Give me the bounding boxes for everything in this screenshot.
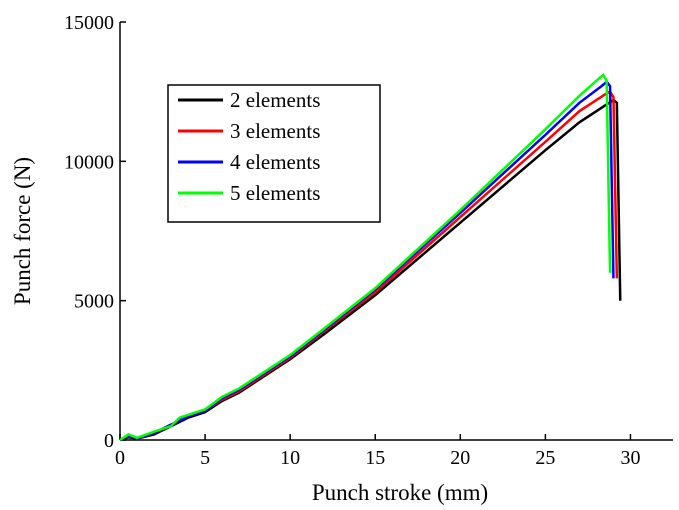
legend-label: 2 elements: [230, 88, 320, 112]
x-tick-label: 5: [200, 447, 210, 469]
x-axis-label: Punch stroke (mm): [312, 480, 488, 505]
legend-label: 4 elements: [230, 150, 320, 174]
y-tick-label: 10000: [64, 151, 114, 173]
legend-label: 3 elements: [230, 119, 320, 143]
x-tick-label: 25: [535, 447, 555, 469]
x-tick-label: 20: [450, 447, 470, 469]
x-tick-label: 10: [280, 447, 300, 469]
x-tick-label: 15: [365, 447, 385, 469]
legend-label: 5 elements: [230, 181, 320, 205]
legend-box: [167, 84, 381, 223]
y-tick-label: 5000: [74, 291, 114, 313]
series-line: [119, 73, 612, 442]
x-tick-label: 30: [620, 447, 640, 469]
x-tick-label: 0: [115, 447, 125, 469]
y-tick-label: 15000: [64, 12, 114, 34]
y-axis-label: Punch force (N): [10, 157, 35, 305]
y-tick-label: 0: [104, 430, 114, 452]
